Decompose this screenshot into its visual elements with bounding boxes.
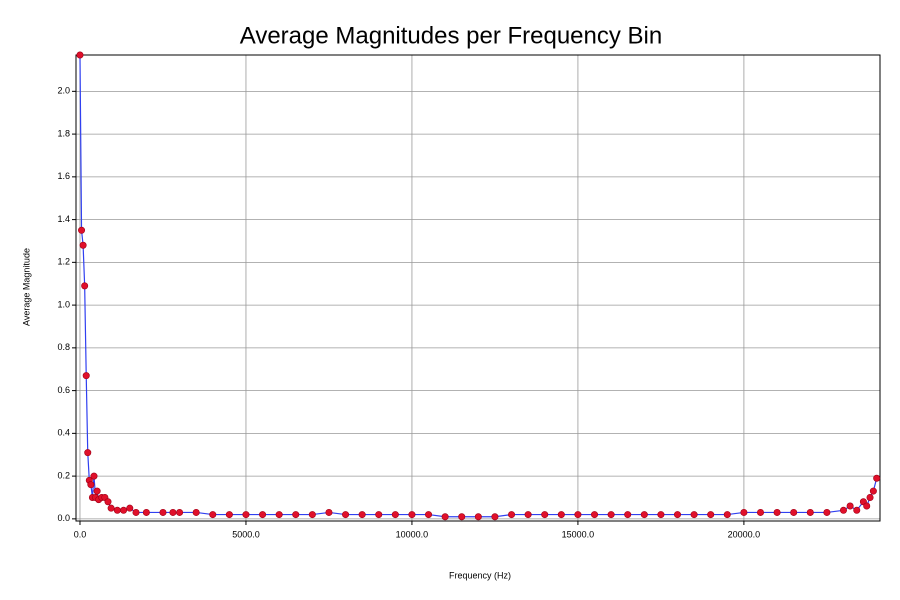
x-axis-label: Frequency (Hz)	[449, 570, 511, 580]
data-point	[839, 506, 847, 514]
y-tick-label: 0.2	[57, 470, 70, 480]
data-point	[93, 487, 101, 495]
data-point	[358, 511, 366, 519]
y-tick-label: 1.8	[57, 128, 70, 138]
data-point	[225, 511, 233, 519]
y-tick-label: 0.4	[57, 428, 70, 438]
data-point	[723, 511, 731, 519]
data-point	[674, 511, 682, 519]
data-point	[142, 508, 150, 516]
data-point	[176, 508, 184, 516]
data-point	[624, 511, 632, 519]
data-point	[342, 511, 350, 519]
data-point	[275, 511, 283, 519]
y-tick-label: 0.8	[57, 342, 70, 352]
data-point	[541, 511, 549, 519]
data-point	[169, 508, 177, 516]
data-point	[120, 506, 128, 514]
data-point	[640, 511, 648, 519]
data-point	[873, 474, 881, 482]
data-point	[107, 504, 115, 512]
data-point	[690, 511, 698, 519]
data-point	[425, 511, 433, 519]
data-point	[76, 51, 84, 59]
data-point	[242, 511, 250, 519]
data-point	[192, 508, 200, 516]
data-point	[491, 513, 499, 521]
data-point	[391, 511, 399, 519]
data-point	[104, 498, 112, 506]
data-point	[790, 508, 798, 516]
y-axis-label: Average Magnitude	[21, 248, 31, 326]
data-point	[866, 493, 874, 501]
y-tick-label: 1.2	[57, 257, 70, 267]
y-tick-label: 0.0	[57, 513, 70, 523]
data-point	[132, 508, 140, 516]
data-point	[607, 511, 615, 519]
data-point	[508, 511, 516, 519]
data-point	[84, 449, 92, 457]
data-point	[863, 502, 871, 510]
data-point	[209, 511, 217, 519]
grid	[76, 55, 880, 521]
y-tick-label: 0.6	[57, 385, 70, 395]
data-point	[159, 508, 167, 516]
data-point	[79, 241, 87, 249]
y-tick-label: 1.4	[57, 214, 70, 224]
data-point	[375, 511, 383, 519]
data-point	[259, 511, 267, 519]
data-point	[853, 506, 861, 514]
data-point	[574, 511, 582, 519]
data-point	[474, 513, 482, 521]
plot	[76, 51, 881, 521]
y-tick-label: 1.0	[57, 299, 70, 309]
data-point	[740, 508, 748, 516]
x-tick-label: 10000.0	[396, 529, 429, 539]
data-line	[79, 54, 878, 518]
data-point	[773, 508, 781, 516]
data-point	[524, 511, 532, 519]
data-point	[408, 511, 416, 519]
data-point	[126, 504, 134, 512]
data-point	[82, 372, 90, 380]
x-tick-label: 20000.0	[728, 529, 761, 539]
data-point	[756, 508, 764, 516]
data-point	[869, 487, 877, 495]
y-tick-label: 2.0	[57, 86, 70, 96]
data-point	[292, 511, 300, 519]
data-point	[846, 502, 854, 510]
data-point	[458, 513, 466, 521]
x-tick-label: 0.0	[74, 529, 87, 539]
data-point	[90, 472, 98, 480]
x-tick-label: 5000.0	[232, 529, 260, 539]
data-point	[308, 511, 316, 519]
y-tick-label: 1.6	[57, 171, 70, 181]
data-point	[823, 508, 831, 516]
data-point	[707, 511, 715, 519]
data-point	[806, 508, 814, 516]
data-point	[591, 511, 599, 519]
data-point	[113, 506, 121, 514]
data-point	[81, 282, 89, 290]
data-point	[657, 511, 665, 519]
chart-title: Average Magnitudes per Frequency Bin	[240, 22, 662, 49]
data-point	[557, 511, 565, 519]
data-point	[441, 513, 449, 521]
data-point	[87, 481, 95, 489]
plot-frame	[75, 54, 881, 522]
data-point	[78, 226, 86, 234]
x-tick-label: 15000.0	[562, 529, 595, 539]
data-point	[325, 508, 333, 516]
